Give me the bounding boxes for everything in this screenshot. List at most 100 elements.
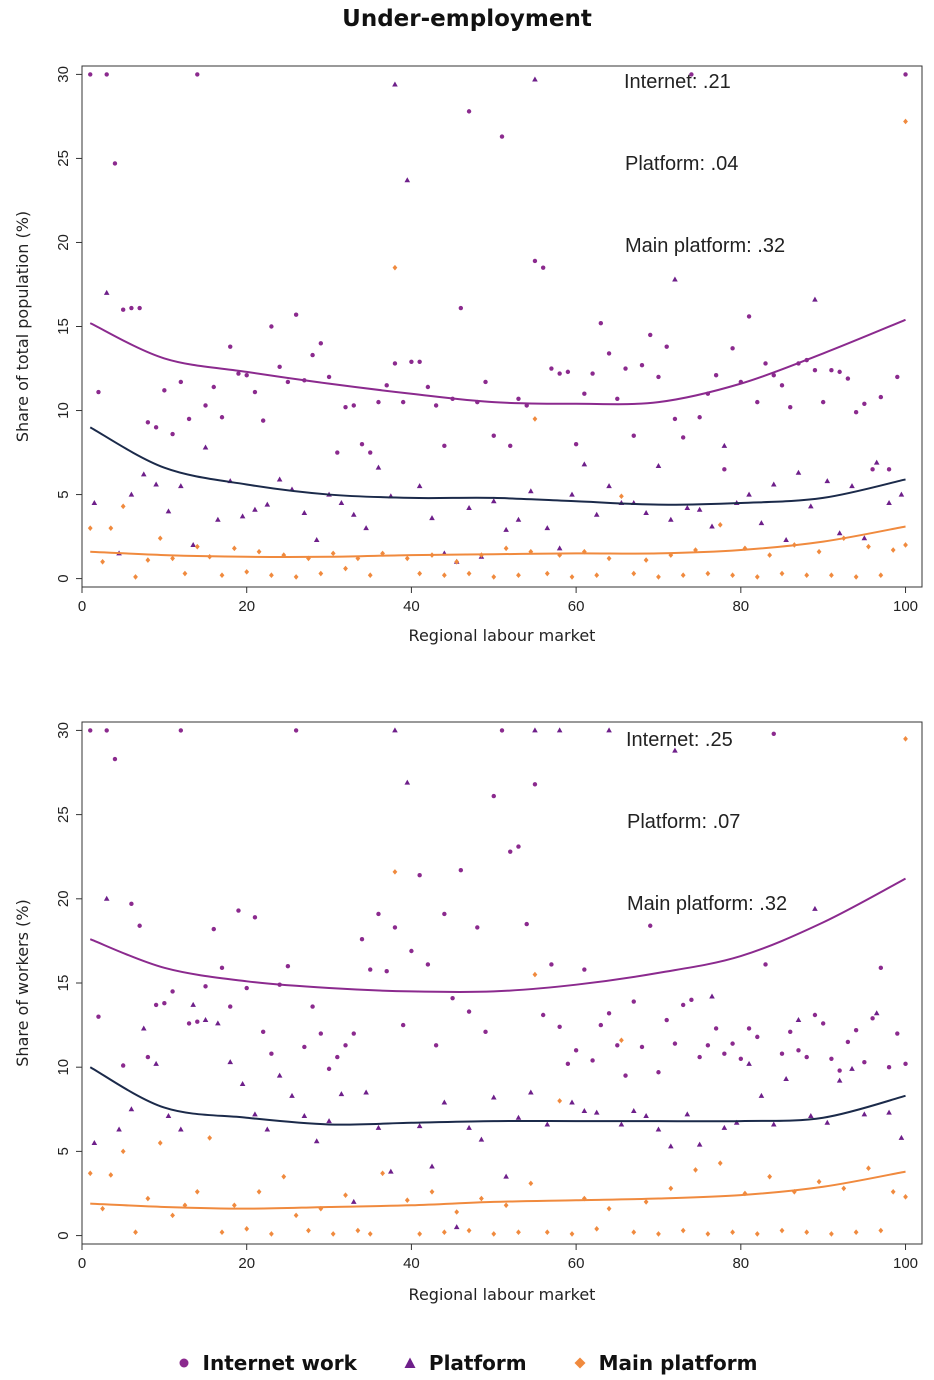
data-point-main-platform (466, 1227, 472, 1234)
data-point-platform (746, 1060, 752, 1066)
data-point-internet (203, 403, 208, 408)
data-point-internet (293, 728, 299, 733)
data-point-main-platform (668, 1185, 674, 1192)
data-point-internet (228, 344, 233, 349)
y-tick-label: 15 (55, 975, 72, 992)
data-point-internet (656, 374, 661, 380)
diamond-marker-icon (574, 1357, 586, 1369)
data-point-internet (236, 908, 241, 913)
data-point-main-platform (194, 1189, 200, 1195)
circle-marker-icon (179, 1358, 189, 1368)
data-point-platform (350, 511, 357, 517)
data-point-internet (442, 911, 447, 917)
data-point-main-platform (903, 1194, 908, 1200)
data-point-platform (606, 727, 612, 733)
data-point-internet (153, 1002, 159, 1008)
data-point-internet (335, 450, 340, 455)
data-point-main-platform (454, 558, 460, 565)
data-point-internet (516, 844, 521, 849)
data-point-main-platform (680, 1227, 686, 1234)
legend-item-main-platform: Main platform (573, 1351, 757, 1375)
data-point-internet (796, 1048, 801, 1053)
data-point-internet (343, 1043, 348, 1048)
data-point-internet (606, 1011, 612, 1016)
data-point-main-platform (404, 555, 410, 562)
data-point-main-platform (120, 1148, 126, 1155)
data-point-internet (680, 1002, 686, 1008)
data-point-internet (137, 923, 142, 928)
data-point-internet (400, 1022, 406, 1028)
data-point-platform (593, 511, 600, 517)
data-point-internet (540, 1012, 546, 1018)
data-point-platform (528, 488, 534, 494)
data-point-main-platform (194, 543, 200, 550)
data-point-platform (165, 1113, 172, 1119)
data-point-internet (829, 1056, 834, 1061)
data-point-internet (162, 1001, 167, 1006)
data-point-internet (137, 305, 142, 311)
data-point-internet (746, 314, 752, 319)
data-point-internet (219, 965, 225, 971)
data-point-internet (557, 371, 562, 376)
data-point-platform (91, 1139, 98, 1145)
data-point-main-platform (643, 1199, 649, 1205)
data-point-main-platform (318, 570, 324, 577)
data-point-main-platform (454, 1209, 460, 1215)
data-point-main-platform (219, 1229, 225, 1236)
correlation-annotation: Main platform: .32 (625, 235, 785, 257)
data-point-internet (384, 383, 389, 388)
data-point-main-platform (87, 1170, 93, 1177)
data-point-internet (870, 1016, 875, 1021)
data-point-internet (532, 258, 538, 264)
data-point-internet (409, 359, 414, 364)
data-point-main-platform (816, 548, 822, 555)
data-point-internet (96, 389, 101, 395)
data-point-platform (202, 1017, 209, 1023)
data-point-main-platform (841, 1185, 847, 1192)
data-point-internet (145, 1054, 151, 1060)
data-point-platform (363, 525, 369, 531)
data-point-platform (140, 471, 147, 477)
data-point-platform (301, 510, 308, 516)
data-point-platform (836, 1077, 843, 1083)
data-point-main-platform (269, 1231, 274, 1237)
data-point-main-platform (479, 1195, 484, 1202)
data-point-platform (733, 1119, 740, 1125)
data-point-internet (195, 1019, 200, 1024)
data-point-internet (508, 849, 513, 854)
data-point-main-platform (491, 1231, 497, 1237)
data-point-platform (515, 516, 522, 522)
data-point-main-platform (244, 1226, 250, 1232)
data-point-internet (540, 265, 546, 270)
chart-title: Under-employment (342, 6, 592, 32)
data-point-main-platform (367, 572, 373, 579)
data-point-platform (338, 1091, 345, 1097)
data-point-main-platform (441, 572, 447, 579)
data-point-internet (582, 967, 587, 972)
data-point-main-platform (441, 1229, 447, 1236)
data-point-main-platform (133, 574, 138, 580)
data-point-platform (453, 1224, 460, 1230)
data-point-main-platform (557, 1098, 563, 1104)
y-tick-label: 0 (55, 574, 72, 582)
data-point-main-platform (108, 1172, 114, 1178)
plot-panel-1: 0 5 10 15 20 25 30 0 20 40 60 80 100 Regional labour … (13, 65, 923, 645)
data-point-platform (252, 1111, 258, 1117)
data-point-internet (664, 1017, 669, 1023)
data-point-internet (392, 361, 398, 366)
data-point-main-platform (293, 574, 299, 580)
data-point-internet (285, 379, 291, 385)
data-point-internet (615, 1043, 620, 1048)
data-point-internet (129, 901, 134, 907)
legend-item-platform: Platform (403, 1351, 527, 1375)
data-point-platform (190, 1001, 196, 1007)
x-tick-label: 100 (893, 598, 918, 615)
x-tick-label: 40 (403, 598, 420, 615)
data-point-internet (845, 376, 851, 381)
data-point-internet (499, 134, 505, 139)
data-point-internet (376, 399, 381, 405)
data-point-platform (165, 508, 172, 514)
data-point-internet (326, 374, 332, 380)
data-point-main-platform (367, 1231, 373, 1237)
data-point-platform (429, 515, 435, 521)
